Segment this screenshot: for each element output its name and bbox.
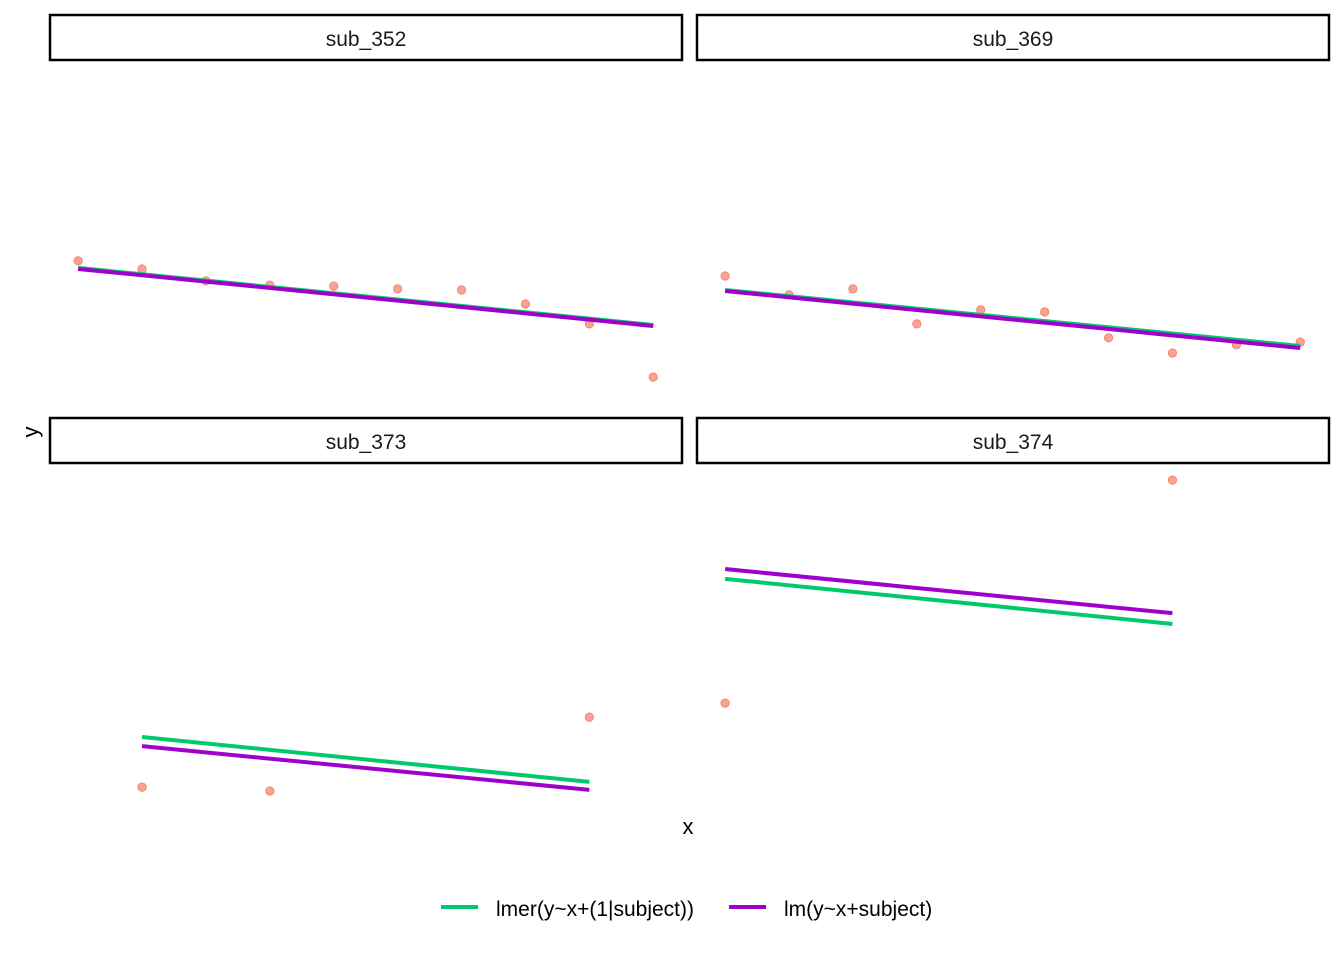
data-point — [648, 372, 658, 382]
data-point — [584, 712, 594, 722]
fit-line — [141, 735, 590, 784]
panel-sub_373: sub_373 — [48, 416, 684, 796]
y-axis-label: y — [18, 427, 43, 438]
data-point — [912, 319, 922, 329]
panel-sub_374: sub_374 — [695, 416, 1331, 708]
data-point — [137, 782, 147, 792]
legend-label-lm: lm(y~x+subject) — [784, 898, 932, 921]
panel-sub_369: sub_369 — [695, 13, 1331, 358]
data-point — [520, 299, 531, 309]
data-point — [720, 271, 730, 281]
data-point — [456, 285, 467, 295]
data-point — [265, 786, 275, 796]
fit-line — [141, 744, 590, 792]
data-point — [393, 284, 403, 294]
data-point — [1103, 333, 1114, 343]
facet-strip-label: sub_373 — [326, 431, 407, 454]
fit-line — [724, 289, 1301, 351]
x-axis-label: x — [683, 814, 694, 839]
facet-strip — [695, 416, 1331, 465]
facet-strip — [695, 13, 1331, 62]
data-point — [848, 284, 858, 294]
facet-strip — [48, 13, 684, 62]
data-point — [73, 256, 83, 266]
facet-strip-label: sub_352 — [326, 28, 407, 51]
legend-label-lmer: lmer(y~x+(1|subject)) — [496, 898, 694, 921]
fit-line — [724, 576, 1173, 626]
data-point — [137, 264, 147, 274]
facet-strip-label: sub_374 — [973, 431, 1054, 454]
facet-strip-label: sub_369 — [973, 28, 1054, 51]
data-point — [720, 698, 730, 708]
fit-line — [724, 567, 1173, 616]
panel-sub_352: sub_352 — [48, 13, 684, 382]
data-point — [1167, 475, 1178, 485]
data-point — [329, 281, 339, 291]
fit-line — [77, 266, 654, 328]
data-point — [1040, 307, 1050, 317]
data-point — [1167, 348, 1178, 358]
legend: lmer(y~x+(1|subject)) lm(y~x+subject) — [441, 898, 932, 921]
facet-strip — [48, 416, 684, 465]
